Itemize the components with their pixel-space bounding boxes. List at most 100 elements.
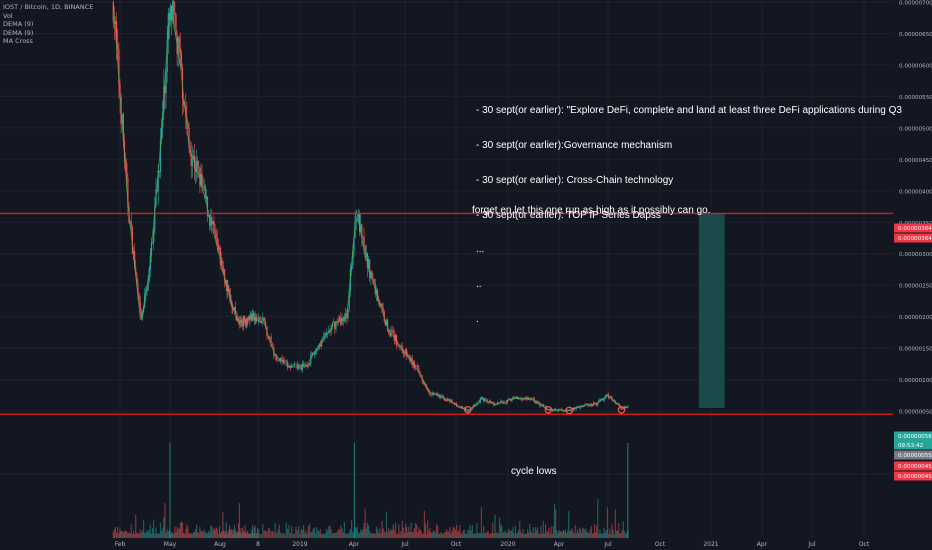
volume-bar <box>612 529 614 538</box>
volume-bar <box>593 523 596 538</box>
candle-body <box>310 354 312 364</box>
volume-bar <box>335 532 337 538</box>
volume-bar <box>522 529 524 538</box>
volume-bar <box>216 528 218 538</box>
candle-body <box>215 233 217 240</box>
price-tick-label: 0.00000250 <box>899 284 932 290</box>
volume-bar <box>178 528 180 538</box>
indicator-vol[interactable]: Vol <box>3 11 13 20</box>
volume-bar <box>487 531 489 538</box>
candle-body <box>311 352 313 355</box>
candle-body <box>406 349 408 357</box>
volume-bar <box>462 530 464 538</box>
candle-body <box>400 346 402 348</box>
volume-bar <box>577 533 579 538</box>
indicator-dema-1[interactable]: DEMA (9) <box>3 20 34 29</box>
volume-bar <box>328 526 330 538</box>
candle-body <box>240 319 242 323</box>
volume-bar <box>585 528 587 538</box>
candle-body <box>403 353 406 355</box>
volume-bar <box>441 533 443 538</box>
candle-body <box>322 339 324 341</box>
volume-bar <box>623 530 625 538</box>
candle-body <box>179 47 181 53</box>
candle-body <box>118 49 120 84</box>
volume-bar <box>581 533 583 538</box>
candle-body <box>451 400 453 403</box>
volume-bar <box>421 533 423 538</box>
volume-bar <box>620 533 622 538</box>
time-tick-label: May <box>164 541 177 548</box>
candle-body <box>134 251 136 268</box>
volume-bar <box>113 528 115 538</box>
candle-body <box>334 321 336 329</box>
volume-bar <box>235 533 237 538</box>
candle-body <box>478 402 480 404</box>
volume-bar <box>495 533 497 538</box>
candle-body <box>259 317 261 323</box>
volume-bar <box>447 531 449 538</box>
cycle-low-marker <box>464 406 472 414</box>
candle-body <box>325 333 327 335</box>
roadmap-line: - 30 sept(or earlier): Cross-Chain techn… <box>476 174 674 186</box>
volume-bar <box>218 526 221 538</box>
volume-bar <box>450 533 452 538</box>
volume-bar <box>259 533 261 538</box>
candle-body <box>408 355 410 357</box>
candle-body <box>340 317 342 325</box>
indicator-dema-2[interactable]: DEMA (9) <box>3 28 34 37</box>
candle-body <box>201 174 203 187</box>
volume-bar <box>337 529 339 538</box>
volume-bar <box>575 533 577 538</box>
candle-body <box>182 98 185 106</box>
price-tick-label: 0.00000300 <box>899 252 932 258</box>
candle-body <box>420 374 422 377</box>
candle-body <box>447 398 449 401</box>
volume-bar <box>544 524 547 538</box>
indicator-ma-cross[interactable]: MA Cross <box>3 37 33 46</box>
candle-body <box>154 206 156 230</box>
volume-bar <box>543 533 546 538</box>
candle-body <box>515 396 518 398</box>
volume-bar <box>233 530 235 538</box>
volume-bar <box>414 522 417 538</box>
candle-body <box>428 390 430 393</box>
candle-body <box>267 336 269 339</box>
time-tick-label: Jul <box>400 541 409 548</box>
dema-line <box>112 1 628 412</box>
candle-body <box>249 315 251 316</box>
candle-body <box>606 394 609 396</box>
symbol-title[interactable]: IOST / Bitcoin, 1D, BINANCE <box>3 3 94 11</box>
candle-body <box>197 160 199 167</box>
volume-bar <box>589 529 591 538</box>
volume-bar <box>424 523 427 538</box>
volume-bar <box>209 532 211 538</box>
volume-bar <box>603 527 605 538</box>
candle-body <box>137 284 139 294</box>
volume-bar <box>227 533 229 538</box>
candle-body <box>430 394 432 396</box>
candle-body <box>509 398 511 400</box>
time-tick-label: Feb <box>115 541 126 548</box>
volume-bar <box>237 523 240 538</box>
volume-bar <box>229 530 231 538</box>
candle-body <box>178 37 180 48</box>
volume-bar <box>553 503 556 538</box>
volume-bar <box>158 533 160 538</box>
candle-body <box>200 174 202 186</box>
volume-bar <box>197 532 199 538</box>
candle-body <box>618 403 620 406</box>
volume-bar <box>220 531 222 538</box>
volume-bar <box>506 532 509 538</box>
volume-bar <box>331 533 333 538</box>
dema-lines <box>112 1 628 412</box>
volume-bar <box>558 530 560 538</box>
candle-body <box>277 359 279 361</box>
volume-bar <box>382 528 384 538</box>
volume-bar <box>214 529 216 538</box>
time-tick-label: 8 <box>256 541 260 548</box>
volume-bar <box>549 533 551 538</box>
candle-body <box>538 402 540 404</box>
